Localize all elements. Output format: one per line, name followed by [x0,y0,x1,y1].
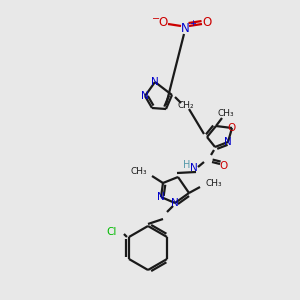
Text: O: O [158,16,168,29]
Text: O: O [228,123,236,133]
Text: N: N [157,192,165,202]
Text: O: O [220,161,228,171]
Text: N: N [171,198,179,208]
Text: N: N [224,137,232,147]
Text: N: N [141,91,149,101]
Text: N: N [190,163,198,173]
Text: CH₃: CH₃ [218,109,234,118]
Text: H: H [183,160,191,170]
Text: Cl: Cl [106,227,117,237]
Text: N: N [151,77,159,87]
Text: CH₂: CH₂ [178,101,194,110]
Text: O: O [202,16,211,29]
Text: CH₃: CH₃ [130,167,147,176]
Text: N: N [181,22,189,34]
Text: CH₃: CH₃ [206,179,223,188]
Text: −: − [152,14,160,24]
Text: +: + [190,20,196,28]
